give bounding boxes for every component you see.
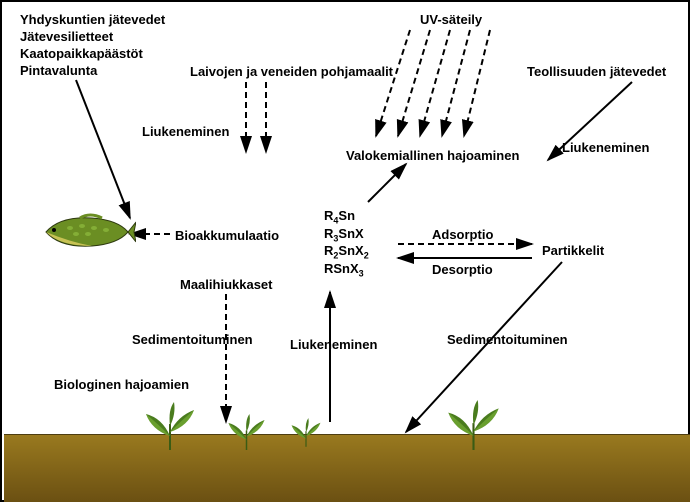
label-liukeneminen1: Liukeneminen xyxy=(142,124,229,139)
label-liukeneminen3: Liukeneminen xyxy=(290,337,377,352)
plant-icon xyxy=(140,402,200,450)
label-bioakkumulaatio: Bioakkumulaatio xyxy=(175,228,279,243)
label-maalihiukkaset: Maalihiukkaset xyxy=(180,277,273,292)
label-teollisuuden: Teollisuuden jätevedet xyxy=(527,64,666,79)
plant-0 xyxy=(140,402,200,455)
source-list-top-left: Yhdyskuntien jätevedetJätevesilietteetKa… xyxy=(20,12,165,80)
plant-icon xyxy=(288,418,324,447)
label-valokemiallinen: Valokemiallinen hajoaminen xyxy=(346,148,519,163)
chemistry-species: R4SnR3SnXR2SnX2RSnX3 xyxy=(324,208,369,278)
label-uv: UV-säteily xyxy=(420,12,482,27)
label-laivojen: Laivojen ja veneiden pohjamaalit xyxy=(190,64,393,79)
label-liukeneminen2: Liukeneminen xyxy=(562,140,649,155)
chem-line: RSnX3 xyxy=(324,261,369,279)
arrow-uv-1 xyxy=(376,30,410,136)
chem-line: R4Sn xyxy=(324,208,369,226)
arrow-uv-3 xyxy=(420,30,450,136)
label-adsorptio: Adsorptio xyxy=(432,227,493,242)
source-item: Jätevesilietteet xyxy=(20,29,165,46)
sediment-layer xyxy=(4,434,690,502)
source-item: Kaatopaikkapäästöt xyxy=(20,46,165,63)
plant-1 xyxy=(224,414,269,455)
label-partikkelit: Partikkelit xyxy=(542,243,604,258)
source-item: Pintavalunta xyxy=(20,63,165,80)
label-biologinen: Biologinen hajoamien xyxy=(54,377,189,392)
chem-line: R2SnX2 xyxy=(324,243,369,261)
source-item: Yhdyskuntien jätevedet xyxy=(20,12,165,29)
arrow-uv-2 xyxy=(398,30,430,136)
label-sedimentoituminen1: Sedimentoituminen xyxy=(132,332,253,347)
fish-icon xyxy=(40,212,136,252)
arrow-valo-up xyxy=(368,164,406,202)
label-desorptio: Desorptio xyxy=(432,262,493,277)
arrow-uv-5 xyxy=(464,30,490,136)
arrow-src-tl xyxy=(76,80,130,218)
plant-icon xyxy=(224,414,269,450)
diagram-container: Yhdyskuntien jätevedetJätevesilietteetKa… xyxy=(0,0,690,502)
label-sedimentoituminen2: Sedimentoituminen xyxy=(447,332,568,347)
chem-line: R3SnX xyxy=(324,226,369,244)
plant-2 xyxy=(288,418,324,452)
plant-3 xyxy=(442,400,505,455)
arrow-uv-4 xyxy=(442,30,470,136)
plant-icon xyxy=(442,400,505,450)
